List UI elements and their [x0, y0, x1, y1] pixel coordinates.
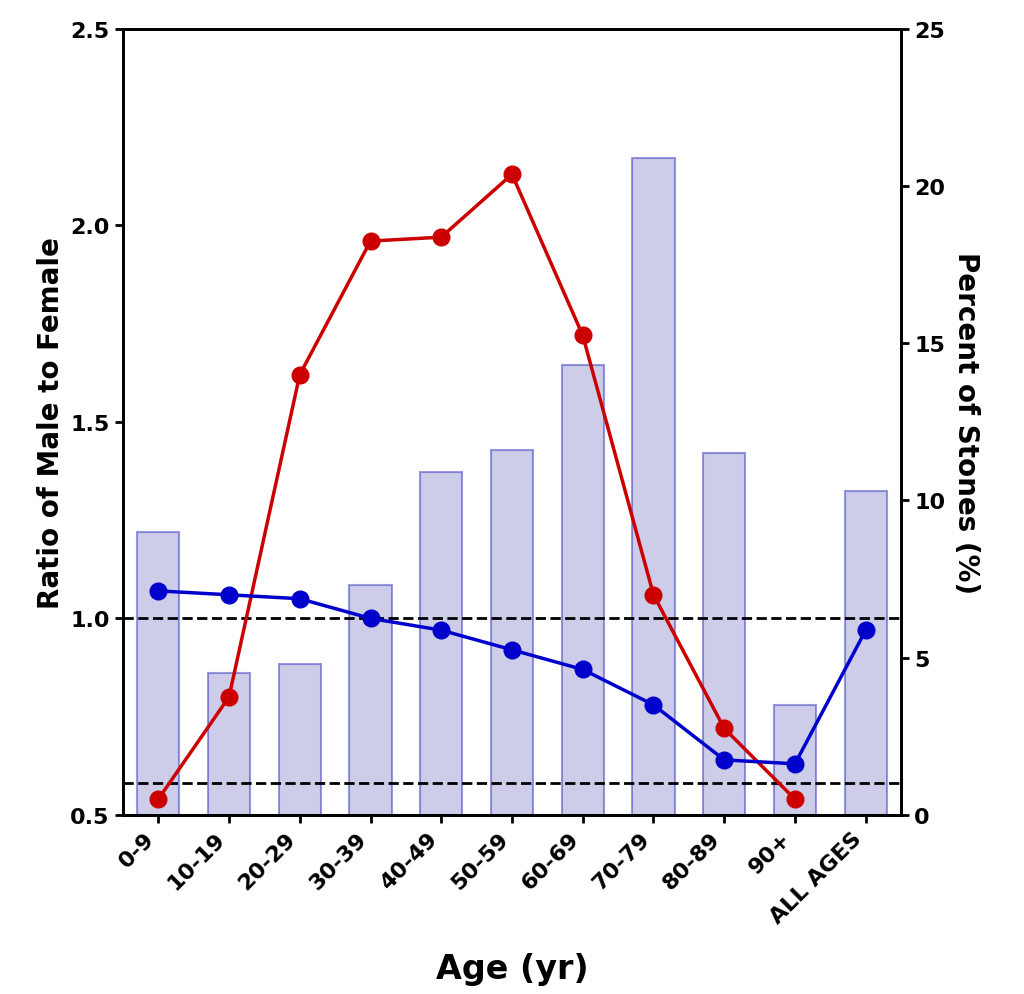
Bar — [137, 533, 179, 815]
Bar — [845, 492, 887, 815]
Y-axis label: Percent of Stones (%): Percent of Stones (%) — [952, 251, 980, 593]
Bar — [561, 366, 604, 815]
Bar — [208, 674, 250, 815]
Y-axis label: Ratio of Male to Female: Ratio of Male to Female — [37, 237, 65, 608]
Bar — [703, 454, 745, 815]
Bar — [279, 664, 321, 815]
Bar — [490, 450, 534, 815]
Bar — [632, 159, 675, 815]
X-axis label: Age (yr): Age (yr) — [435, 952, 589, 985]
Bar — [420, 473, 463, 815]
Bar — [349, 585, 392, 815]
Bar — [774, 705, 816, 815]
